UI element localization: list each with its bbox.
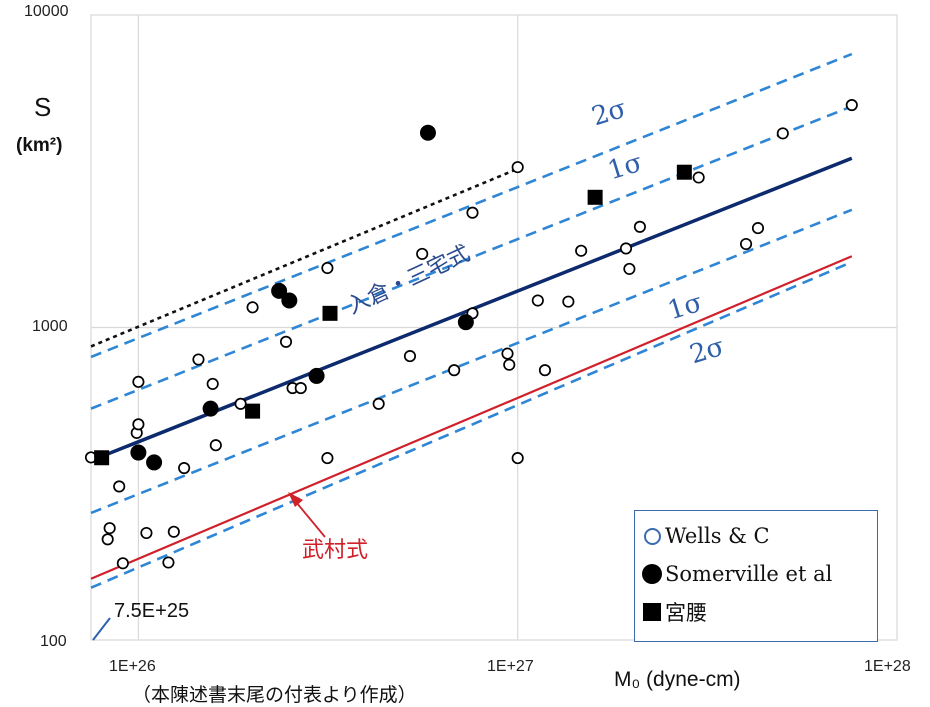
point-0-22 (372, 397, 385, 410)
point-0-14 (209, 439, 222, 452)
point-2-4 (676, 164, 692, 180)
x-tick-1e26: 1E+26 (109, 658, 156, 675)
point-0-12 (192, 353, 205, 366)
point-1-1 (146, 454, 163, 471)
legend-item-miyakoshi: 宮腰 (641, 593, 877, 631)
point-1-2 (202, 400, 219, 417)
legend-item-somerville: Somerville et al (641, 555, 877, 593)
point-0-9 (162, 556, 175, 569)
point-0-10 (167, 525, 180, 538)
point-0-3 (113, 480, 126, 493)
point-0-24 (416, 247, 429, 260)
point-0-39 (692, 171, 705, 184)
point-1-5 (308, 367, 325, 384)
point-0-42 (776, 127, 789, 140)
x-tick-1e28: 1E+28 (864, 658, 911, 675)
data-points (84, 99, 858, 570)
point-2-3 (587, 189, 603, 205)
point-0-38 (633, 220, 646, 233)
point-0-13 (206, 377, 219, 390)
point-0-32 (531, 294, 544, 307)
point-0-36 (619, 242, 633, 255)
square-icon (643, 603, 661, 621)
point-0-33 (538, 364, 552, 377)
point-0-11 (178, 462, 191, 475)
x-tick-1e27: 1E+27 (487, 658, 534, 675)
point-0-19 (294, 382, 307, 395)
point-0-28 (501, 347, 514, 360)
fit-line-6 (90, 167, 519, 348)
point-0-17 (279, 335, 293, 348)
point-2-0 (94, 450, 110, 466)
legend-label-wells: Wells & C (665, 524, 770, 548)
point-0-6 (132, 375, 145, 388)
point-1-7 (457, 314, 474, 331)
point-0-43 (845, 99, 858, 112)
point-0-34 (562, 295, 575, 308)
point-0-31 (511, 452, 524, 465)
grid-lines (90, 14, 898, 641)
point-0-1 (101, 533, 114, 546)
point-0-35 (575, 244, 588, 257)
fit-line-3 (90, 208, 853, 515)
filled-circle-icon (642, 564, 662, 584)
y-tick-1000: 1000 (32, 318, 68, 335)
fit-line-1 (90, 105, 853, 410)
point-0-40 (740, 237, 753, 251)
takemura-pointer-shaft (295, 501, 326, 538)
y-axis-label: S (34, 92, 52, 122)
legend-label-miyakoshi: 宮腰 (665, 601, 707, 625)
takemura-label: 武村式 (302, 538, 369, 563)
legend-item-wells: Wells & C (641, 517, 877, 555)
x-axis-label: M₀ (dyne-cm) (614, 668, 741, 691)
lower-bound-label: 7.5E+25 (114, 600, 190, 622)
point-0-20 (321, 261, 334, 275)
takemura-pointer-head (288, 492, 303, 507)
point-0-41 (751, 222, 765, 235)
legend: Wells & C Somerville et al 宮腰 (634, 510, 878, 642)
point-0-21 (321, 452, 334, 465)
point-0-23 (403, 350, 417, 363)
point-2-1 (245, 403, 261, 419)
point-0-29 (503, 358, 516, 371)
fit-line-5 (90, 255, 853, 580)
y-tick-100: 100 (40, 633, 67, 650)
fit-line-4 (90, 260, 853, 589)
point-1-6 (419, 124, 436, 141)
legend-label-somerville: Somerville et al (665, 562, 833, 586)
point-0-30 (511, 161, 524, 174)
y-axis-unit: (km²) (16, 135, 63, 156)
point-0-37 (623, 262, 636, 275)
point-0-15 (234, 397, 247, 410)
point-0-25 (448, 364, 461, 377)
point-2-2 (322, 305, 338, 321)
lower-bound-pointer (92, 617, 111, 641)
point-1-3 (271, 282, 288, 299)
point-1-4 (281, 292, 298, 309)
open-circle-icon (643, 527, 661, 545)
y-tick-10000: 10000 (24, 3, 69, 20)
point-0-7 (132, 418, 145, 431)
point-0-26 (466, 206, 479, 219)
point-0-4 (116, 557, 129, 570)
fit-line-2 (90, 52, 853, 359)
source-caption: （本陳述書末尾の付表より作成） (132, 684, 417, 706)
point-1-0 (130, 444, 147, 461)
point-0-8 (140, 526, 153, 540)
point-0-2 (103, 522, 116, 535)
point-0-16 (246, 301, 259, 314)
